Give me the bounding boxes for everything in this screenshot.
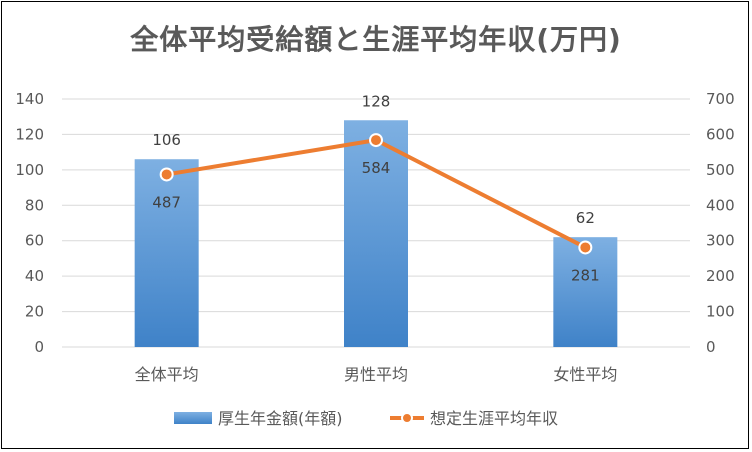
y-left-tick-label: 80 [25, 196, 44, 214]
legend-bar-label: 厚生年金額(年額) [218, 409, 343, 428]
y-left-tick-label: 40 [25, 267, 44, 285]
y-right-tick-label: 0 [706, 338, 716, 356]
legend: 厚生年金額(年額) 想定生涯平均年収 [174, 409, 558, 428]
y-right-tick-label: 100 [706, 303, 735, 321]
bar [344, 120, 408, 347]
legend-line-marker [401, 412, 413, 424]
line-data-label: 281 [571, 266, 600, 284]
y-left-tick-label: 0 [34, 338, 44, 356]
y-right-tick-label: 300 [706, 232, 735, 250]
x-tick-label: 全体平均 [135, 365, 199, 384]
y-left-tick-label: 140 [15, 90, 44, 108]
x-tick-label: 女性平均 [553, 365, 617, 384]
y-left-tick-label: 100 [15, 161, 44, 179]
bar-data-label: 62 [576, 209, 595, 227]
bar [553, 237, 618, 347]
bar [134, 159, 199, 347]
line-point [578, 240, 593, 255]
legend-bar-swatch [174, 412, 212, 424]
x-tick-label: 男性平均 [344, 365, 408, 384]
y-left-tick-label: 20 [25, 303, 44, 321]
line-data-label: 584 [362, 159, 391, 177]
legend-line-label: 想定生涯平均年収 [430, 409, 558, 428]
y-right-tick-label: 600 [706, 125, 735, 143]
line-point [369, 133, 383, 148]
y-right-tick-label: 200 [706, 267, 735, 285]
y-right-tick-label: 400 [706, 196, 735, 214]
y-left-tick-label: 120 [15, 125, 44, 143]
line-data-label: 487 [152, 193, 181, 211]
y-left-tick-label: 60 [25, 232, 44, 250]
bar-series [134, 120, 618, 347]
bar-data-label: 128 [362, 92, 391, 110]
line-point [159, 167, 174, 182]
bar-data-label: 106 [152, 131, 181, 149]
axis-ticks: 0 20 40 60 80 100 120 140 0 100 200 300 400 500 600 700… [15, 90, 734, 384]
chart-title: 全体平均受給額と生涯平均年収(万円) [130, 23, 622, 56]
data-labels: 106 128 62 487 584 281 [152, 92, 599, 284]
line-series [159, 133, 593, 255]
y-right-tick-label: 500 [706, 161, 735, 179]
y-right-tick-label: 700 [706, 90, 735, 108]
